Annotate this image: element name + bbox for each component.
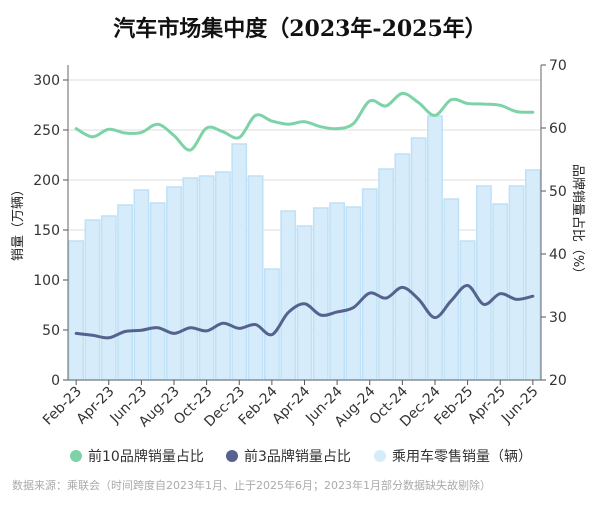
y-left-tick-label: 0 xyxy=(51,373,60,389)
bar-Jan-25 xyxy=(444,199,458,380)
y-right-tick-label: 40 xyxy=(549,247,567,263)
legend-swatch-sales xyxy=(374,450,386,462)
y-axis-left-label: 销量（万辆） xyxy=(11,183,26,261)
y-left-tick-label: 150 xyxy=(33,223,60,239)
legend: 前10品牌销量占比 前3品牌销量占比 乘用车零售销量（辆） xyxy=(70,448,532,465)
bar-Dec-24 xyxy=(428,116,442,380)
bar-Mar-24 xyxy=(281,211,295,380)
bar-Sep-23 xyxy=(183,178,197,380)
bar-Dec-23 xyxy=(232,144,246,380)
footnote: 数据来源：乘联会（时间跨度自2023年1月、止于2025年6月；2023年1月部… xyxy=(12,478,491,492)
x-tick-label: Jun-25 xyxy=(498,384,542,428)
bar-Feb-25 xyxy=(460,241,474,380)
bar-Oct-23 xyxy=(199,176,213,380)
bars xyxy=(69,116,540,380)
y-left-tick-label: 250 xyxy=(33,123,60,139)
bar-Aug-23 xyxy=(167,187,181,380)
bar-Nov-24 xyxy=(412,138,426,380)
bar-Apr-23 xyxy=(102,216,116,380)
y-left-tick-label: 100 xyxy=(33,273,60,289)
y-left-tick-label: 200 xyxy=(33,173,60,189)
bar-Mar-25 xyxy=(477,186,491,380)
y-left-tick-label: 300 xyxy=(33,73,60,89)
bar-May-24 xyxy=(314,208,328,380)
bar-May-23 xyxy=(118,205,132,380)
bar-Jun-23 xyxy=(134,190,148,380)
y-right-tick-label: 20 xyxy=(549,373,567,389)
y-right-tick-label: 60 xyxy=(549,121,567,137)
bar-Apr-25 xyxy=(493,204,507,380)
chart-title: 汽车市场集中度（2023年-2025年） xyxy=(113,16,487,42)
y-axis-right-label: 品牌销量占比（%） xyxy=(570,164,586,280)
bar-Mar-23 xyxy=(85,220,99,380)
legend-label-sales: 乘用车零售销量（辆） xyxy=(392,448,532,465)
legend-swatch-top10 xyxy=(70,450,82,462)
bar-Sep-24 xyxy=(379,169,393,380)
bar-Aug-24 xyxy=(363,189,377,380)
bar-Oct-24 xyxy=(395,154,409,380)
bar-Jun-25 xyxy=(526,170,540,380)
bar-Nov-23 xyxy=(216,172,230,380)
line-top10-share xyxy=(76,93,533,150)
legend-swatch-top3 xyxy=(226,450,238,462)
bar-Jul-23 xyxy=(151,203,165,380)
bar-Jan-24 xyxy=(248,176,262,380)
y-left-tick-label: 50 xyxy=(42,323,60,339)
y-right-tick-label: 70 xyxy=(549,58,567,74)
legend-label-top3: 前3品牌销量占比 xyxy=(244,448,351,465)
y-right-tick-label: 30 xyxy=(549,310,567,326)
bar-Feb-24 xyxy=(265,269,279,380)
bar-Jun-24 xyxy=(330,203,344,380)
bar-Jul-24 xyxy=(346,207,360,380)
legend-label-top10: 前10品牌销量占比 xyxy=(88,448,204,465)
y-right-tick-label: 50 xyxy=(549,184,567,200)
bar-Feb-23 xyxy=(69,241,83,380)
bar-May-25 xyxy=(509,186,523,380)
